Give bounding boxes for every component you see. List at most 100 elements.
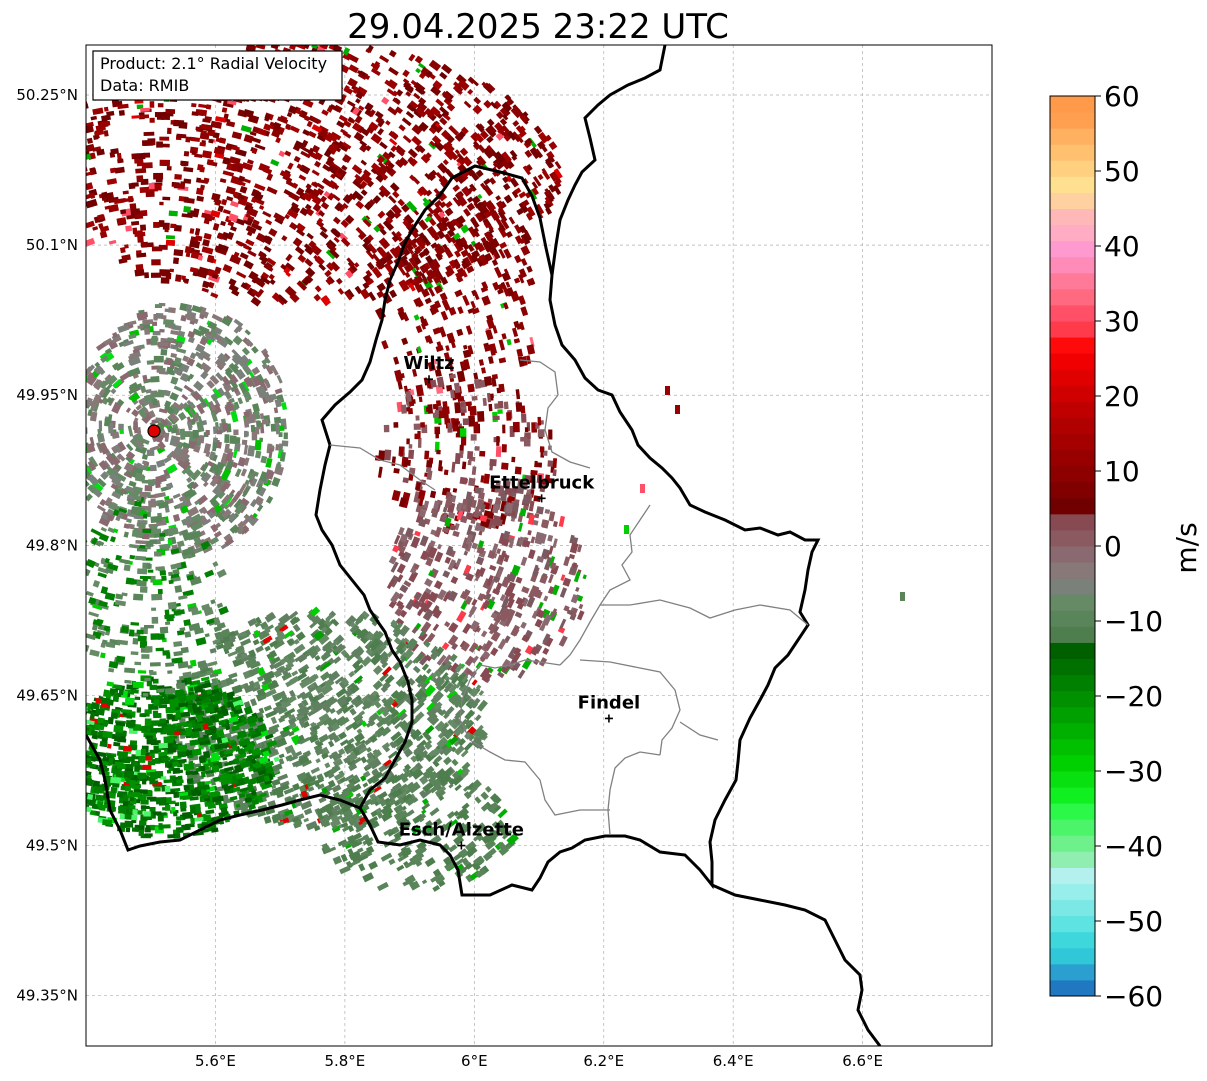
radar-echo-gate — [139, 224, 147, 231]
radar-echo-gate — [77, 729, 82, 733]
radar-echo-gate — [184, 246, 192, 254]
radar-echo-gate — [275, 424, 281, 435]
radar-echo-gate — [108, 239, 117, 245]
radar-echo-gate — [153, 713, 162, 719]
radar-echo-gate — [304, 274, 314, 284]
radar-echo-gate — [340, 128, 348, 136]
radar-echo-gate — [278, 443, 284, 451]
radar-echo-gate — [205, 104, 212, 110]
radar-echo-gate — [66, 730, 76, 738]
radar-echo-gate — [459, 147, 469, 157]
radar-echo-gate — [287, 162, 294, 170]
radar-echo-gate — [242, 177, 251, 184]
radar-echo-gate — [126, 714, 133, 719]
radar-echo-gate — [86, 427, 88, 434]
radar-echo-gate — [495, 111, 504, 120]
radar-echo-gate — [175, 826, 184, 834]
radar-echo-gate — [109, 167, 116, 174]
radar-echo-gate — [62, 174, 69, 179]
radar-echo-gate — [72, 777, 80, 782]
radar-echo-gate — [265, 219, 273, 226]
radar-echo-gate — [221, 107, 228, 113]
radar-echo-gate — [294, 246, 305, 255]
radar-echo-gate — [250, 424, 256, 433]
radar-echo-gate — [68, 163, 75, 171]
radar-echo-gate — [122, 197, 134, 203]
radar-echo-gate — [128, 182, 136, 190]
radar-echo-gate — [297, 254, 307, 263]
radar-echo-gate — [502, 176, 509, 184]
radar-echo-gate — [58, 742, 70, 750]
radar-echo-gate — [312, 203, 322, 212]
radar-echo-gate — [152, 330, 161, 336]
radar-echo-gate — [60, 195, 67, 203]
radar-echo-gate — [149, 464, 157, 472]
radar-echo-gate — [147, 760, 156, 766]
radar-echo-gate — [159, 159, 171, 167]
radar-echo-gate — [547, 460, 554, 467]
radar-echo-gate — [334, 202, 343, 212]
radar-echo-gate — [430, 121, 443, 134]
radar-echo-gate — [435, 428, 439, 439]
radar-echo-gate — [398, 446, 404, 457]
radar-echo-gate — [495, 132, 505, 141]
radar-echo-gate — [326, 262, 335, 272]
radar-echo-gate — [65, 759, 76, 764]
radar-echo-gate — [372, 195, 382, 204]
radar-echo-gate — [359, 140, 368, 147]
radar-echo-gate — [173, 249, 184, 257]
radar-echo-gate — [58, 201, 64, 207]
radar-echo-gate — [548, 184, 556, 193]
radar-echo-gate — [77, 415, 83, 420]
radar-echo-gate — [454, 133, 464, 142]
radar-echo-gate — [71, 433, 76, 439]
radar-echo-gate — [254, 197, 265, 206]
radar-echo-gate — [168, 324, 174, 329]
radar-echo-gate — [492, 415, 500, 421]
radar-echo-gate — [348, 64, 359, 74]
radar-echo-gate — [150, 272, 162, 278]
radar-echo-gate — [330, 173, 336, 180]
radar-echo-gate — [501, 444, 507, 453]
radar-echo-gate — [355, 167, 363, 175]
radar-echo-gate — [57, 191, 66, 199]
radar-echo-gate — [65, 128, 73, 135]
radar-echo-gate — [73, 451, 82, 462]
radar-echo-gate — [55, 762, 63, 770]
radar-echo-gate — [537, 173, 544, 181]
radar-echo-gate — [363, 201, 373, 211]
radar-echo-gate — [191, 103, 197, 108]
radar-echo-gate — [383, 240, 389, 246]
radar-echo-gate — [153, 313, 158, 321]
radar-echo-gate — [152, 398, 158, 406]
radar-echo-gate — [485, 126, 497, 138]
radar-echo-gate — [296, 228, 306, 237]
radar-echo-gate — [360, 172, 373, 185]
radar-echo-gate — [225, 186, 236, 195]
radar-echo-gate — [173, 183, 186, 190]
radar-echo-gate — [299, 207, 309, 217]
radar-echo-gate — [231, 131, 243, 140]
radar-echo-gate — [62, 757, 74, 764]
radar-echo-gate — [299, 164, 311, 175]
radar-echo-gate — [131, 153, 140, 160]
radar-echo-gate — [354, 115, 363, 124]
radar-echo-gate — [288, 191, 301, 202]
radar-echo-gate — [385, 209, 397, 220]
radar-echo-gate — [383, 158, 391, 167]
radar-echo-gate — [294, 140, 306, 150]
radar-echo-gate — [436, 449, 441, 455]
radar-echo-gate — [395, 159, 404, 168]
radar-echo-gate — [515, 134, 524, 144]
radar-echo-gate — [365, 145, 372, 152]
radar-echo-gate — [420, 422, 425, 428]
radar-echo-gate — [153, 355, 164, 363]
radar-echo-gate — [393, 467, 400, 474]
radar-echo-gate — [408, 53, 416, 62]
radar-echo-gate — [252, 275, 265, 287]
radar-echo-gate — [64, 778, 76, 787]
radar-echo-gate — [492, 161, 499, 168]
radar-echo-gate — [53, 193, 64, 200]
radar-echo-gate — [496, 436, 500, 446]
